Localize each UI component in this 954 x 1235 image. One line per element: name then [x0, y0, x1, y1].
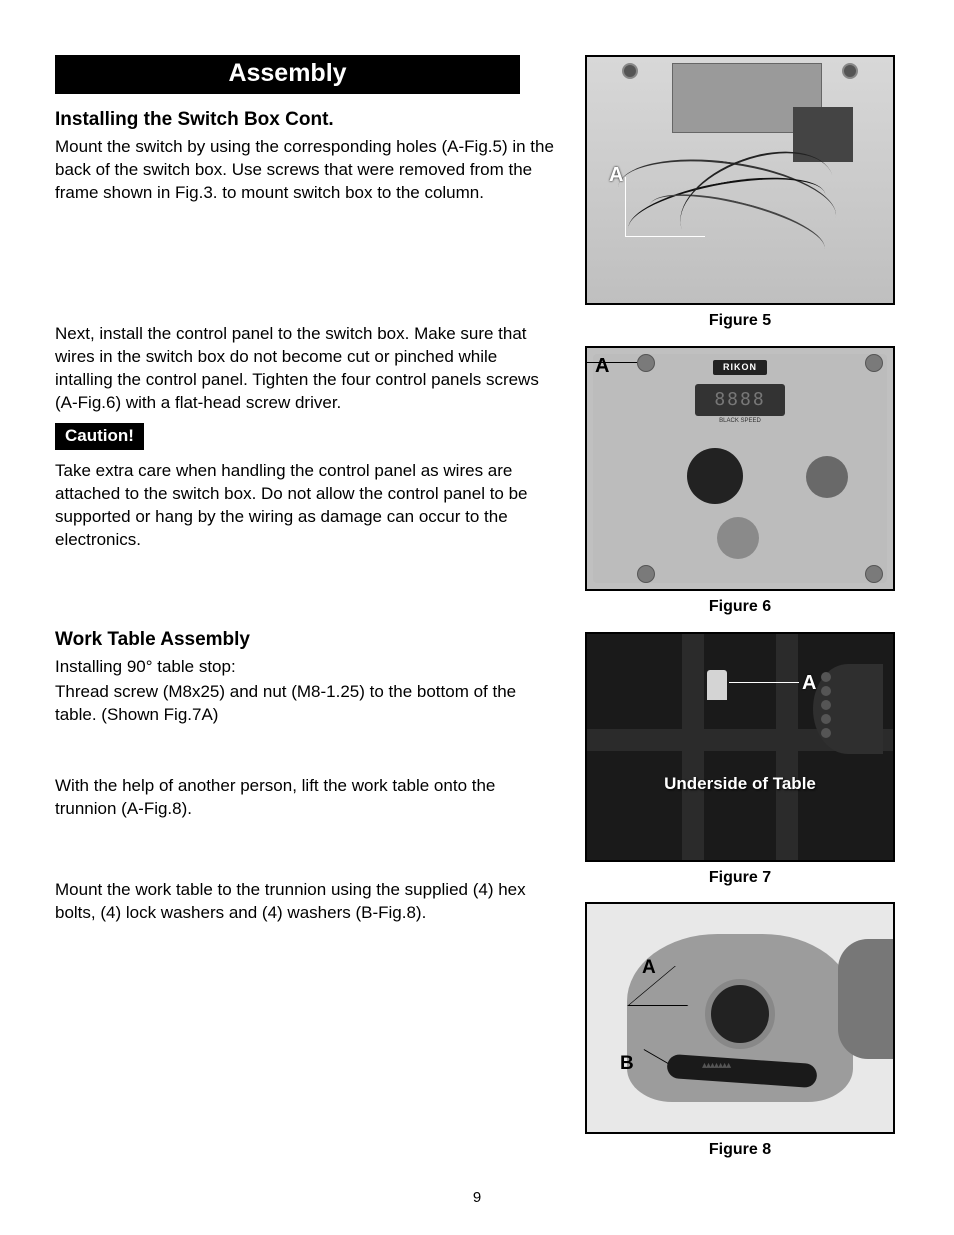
para-install-control-panel: Next, install the control panel to the s…	[55, 323, 555, 415]
para-mount-switch: Mount the switch by using the correspond…	[55, 136, 555, 205]
figure-7-image: A Underside of Table	[585, 632, 895, 862]
figure-8-caption: Figure 8	[585, 1140, 895, 1161]
figure-8-image: ▴▴▴▴▴▴▴ A B	[585, 902, 895, 1134]
para-lift-table: With the help of another person, lift th…	[55, 775, 555, 821]
left-column: Assembly Installing the Switch Box Cont.…	[55, 55, 555, 1171]
para-caution-text: Take extra care when handling the contro…	[55, 460, 555, 552]
two-column-layout: Assembly Installing the Switch Box Cont.…	[55, 55, 894, 1171]
figure-6-callout-a: A	[595, 353, 609, 379]
heading-switch-box: Installing the Switch Box Cont.	[55, 108, 555, 133]
section-banner: Assembly	[55, 55, 520, 94]
figure-8-callout-a: A	[642, 956, 656, 981]
para-mount-table: Mount the work table to the trunnion usi…	[55, 879, 555, 925]
figure-5-callout-a: A	[609, 162, 623, 188]
figure-8-callout-b: B	[620, 1052, 634, 1077]
figure-6-brand-text: RIKON	[713, 360, 767, 376]
vertical-spacer	[55, 829, 555, 879]
figure-7-caption: Figure 7	[585, 868, 895, 889]
figure-7-overlay-text: Underside of Table	[587, 773, 893, 795]
figure-6-subtext: BLACK SPEED	[719, 418, 761, 426]
page: Assembly Installing the Switch Box Cont.…	[0, 0, 954, 1211]
para-table-stop-intro: Installing 90° table stop:	[55, 656, 555, 679]
figure-7-callout-a: A	[802, 670, 816, 696]
caution-label: Caution!	[55, 423, 144, 450]
heading-work-table: Work Table Assembly	[55, 628, 555, 653]
figure-5-image: A	[585, 55, 895, 305]
vertical-spacer	[55, 213, 555, 323]
figure-6-display-digits: 8888	[714, 388, 765, 411]
page-number: 9	[0, 1188, 954, 1208]
right-column: A Figure 5 RIKON 8888 BLACK SPEED A Figu…	[585, 55, 895, 1171]
vertical-spacer	[55, 735, 555, 775]
vertical-spacer	[55, 560, 555, 628]
figure-5-caption: Figure 5	[585, 311, 895, 332]
figure-6-caption: Figure 6	[585, 597, 895, 618]
figure-6-image: RIKON 8888 BLACK SPEED A	[585, 346, 895, 591]
para-thread-screw: Thread screw (M8x25) and nut (M8-1.25) t…	[55, 681, 555, 727]
